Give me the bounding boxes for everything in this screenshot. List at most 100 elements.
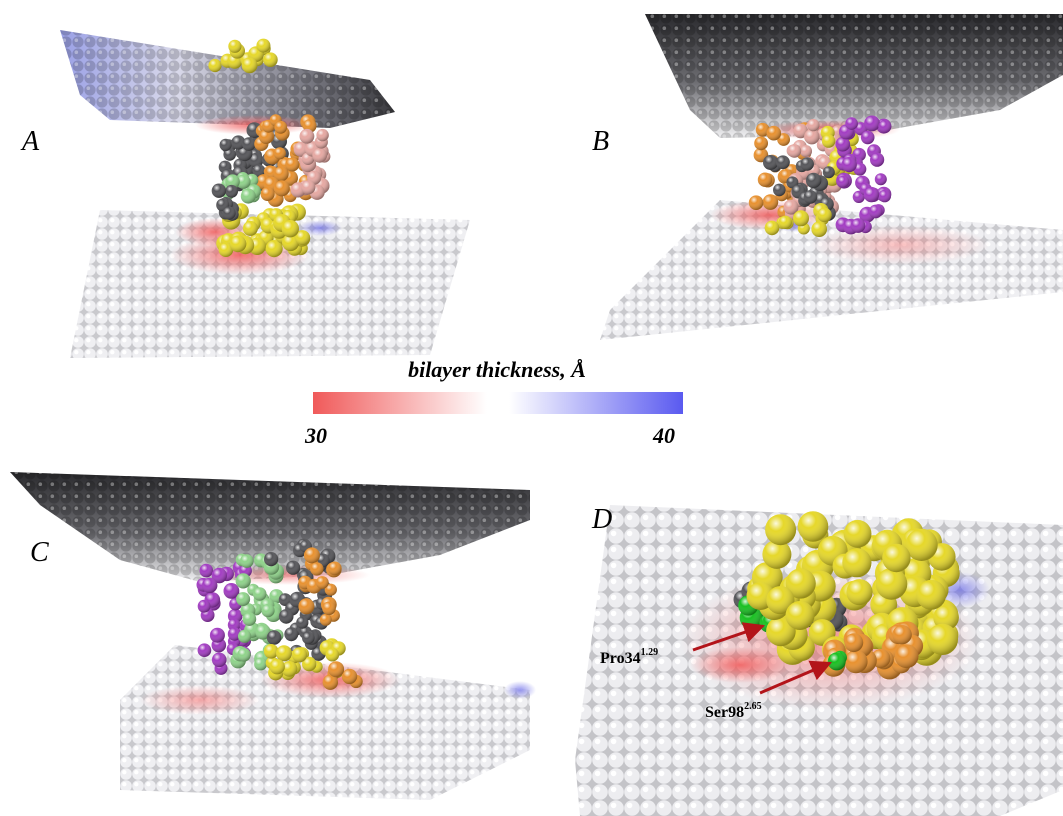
legend-color-bar (313, 392, 683, 414)
sphere-shading (238, 629, 252, 643)
sphere-shading (241, 57, 258, 74)
sphere-shading (933, 604, 959, 631)
sphere-shading (273, 147, 286, 160)
sphere-shading (874, 173, 887, 186)
sphere-shading (242, 137, 256, 151)
sphere-shading (773, 183, 786, 197)
sphere-shading (835, 136, 851, 152)
sphere-shading (766, 125, 782, 141)
sphere-shading (202, 577, 218, 594)
sphere-shading (211, 567, 227, 584)
sphere-shading (236, 174, 251, 189)
sphere-shading (285, 157, 300, 172)
sphere-shading (312, 147, 328, 163)
pro34-arrow (692, 622, 765, 652)
sphere-shading (328, 661, 345, 678)
sphere-shading (237, 648, 251, 662)
sphere-shading (882, 543, 911, 573)
sphere-shading (302, 631, 315, 645)
lower-membrane-sheet (70, 210, 470, 358)
sphere-shading (837, 175, 850, 188)
sphere-shading (242, 220, 258, 236)
sphere-shading (821, 134, 836, 148)
pro34-annotation: Pro341.29 (600, 622, 765, 667)
sphere-shading (252, 164, 266, 178)
sphere-shading (211, 183, 227, 198)
panel-letter-b: B (592, 126, 609, 157)
sphere-shading (208, 58, 222, 73)
sphere-shading (811, 221, 827, 237)
pro34-label: Pro341.29 (600, 647, 658, 667)
sphere-shading (227, 627, 242, 641)
sphere-shading (302, 656, 317, 672)
sphere-shading (804, 129, 820, 145)
sphere-shading (254, 657, 268, 671)
sphere-shading (281, 661, 298, 677)
sphere-shading (295, 230, 311, 246)
sphere-shading (766, 586, 795, 615)
sphere-shading (228, 39, 242, 53)
sphere-shading (209, 627, 225, 643)
sphere-shading (844, 633, 864, 653)
sphere-shading (892, 625, 912, 645)
sphere-shading (748, 195, 764, 210)
upper-membrane-sheet (645, 14, 1063, 140)
ser98-arrow (759, 660, 832, 695)
sphere-shading (757, 172, 773, 187)
sphere-shading (291, 647, 308, 663)
sphere-shading (868, 204, 883, 219)
sphere-shading (845, 117, 858, 130)
sphere-shading (905, 528, 938, 562)
sphere-shading (298, 598, 315, 615)
sphere-shading (315, 576, 329, 589)
sphere-shading (793, 123, 808, 139)
sphere-shading (310, 562, 324, 576)
legend-title: bilayer thickness, Å (408, 357, 586, 382)
panel-c: C (10, 472, 536, 800)
sphere-shading (324, 583, 337, 596)
sphere-shading (797, 511, 829, 542)
sphere-shading (864, 115, 880, 132)
sphere-shading (263, 644, 279, 659)
sphere-shading (755, 122, 770, 137)
sphere-shading (258, 129, 274, 144)
sphere-shading (219, 138, 232, 151)
sphere-shading (264, 552, 279, 567)
sphere-shading (252, 587, 267, 601)
sphere-shading (260, 187, 275, 201)
sphere-shading (231, 135, 246, 150)
sphere-shading (817, 207, 832, 223)
panel-letter-d: D (591, 504, 612, 535)
sphere-shading (785, 601, 815, 630)
sphere-shading (319, 613, 332, 626)
sphere-shading (278, 609, 294, 624)
sphere-shading (341, 668, 358, 685)
sphere-shading (255, 624, 271, 640)
protein-helix-bundle (733, 511, 960, 680)
sphere-shading (240, 554, 254, 568)
sphere-shading (765, 514, 797, 546)
panel-letter-a: A (20, 126, 40, 157)
lower-membrane-sheet (600, 200, 1063, 340)
sphere-shading (316, 128, 329, 142)
lower-membrane-sheet (120, 645, 536, 800)
sphere-shading (256, 38, 271, 53)
sphere-shading (284, 627, 299, 642)
sphere-shading (754, 136, 768, 151)
sphere-shading (218, 242, 234, 257)
sphere-shading (281, 220, 299, 238)
sphere-shading (870, 152, 885, 167)
sphere-shading (273, 180, 290, 197)
sphere-shading (776, 155, 790, 170)
sphere-shading (223, 148, 236, 161)
sphere-shading (327, 561, 342, 576)
sphere-shading (269, 659, 285, 675)
sphere-shading (793, 210, 809, 227)
sphere-shading (211, 652, 227, 668)
sphere-shading (878, 189, 891, 203)
sphere-shading (860, 130, 875, 145)
legend-max-label: 40 (652, 423, 675, 448)
sphere-shading (261, 604, 275, 618)
sphere-shading (266, 630, 282, 645)
